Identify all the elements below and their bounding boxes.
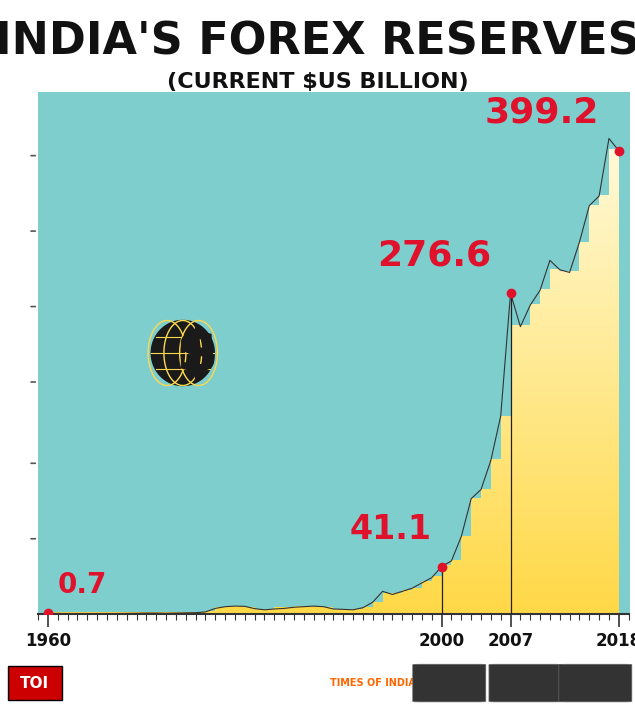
FancyBboxPatch shape [413,664,486,702]
Text: App Store: App Store [434,681,464,686]
Text: INDIA'S FOREX RESERVES: INDIA'S FOREX RESERVES [0,20,635,64]
Text: $: $ [176,325,218,384]
FancyBboxPatch shape [559,664,632,702]
Text: (CURRENT $US BILLION): (CURRENT $US BILLION) [166,71,469,92]
FancyBboxPatch shape [8,666,62,700]
FancyBboxPatch shape [489,664,562,702]
Text: FOR MORE  INFOGRAPHICS DOWNLOAD: FOR MORE INFOGRAPHICS DOWNLOAD [83,678,301,688]
Text: Google play: Google play [506,681,544,686]
Text: 399.2: 399.2 [485,96,599,130]
Polygon shape [151,321,214,385]
Text: Windows
Phone: Windows Phone [581,678,609,688]
Text: 0.7: 0.7 [58,571,107,599]
Text: TIMES OF INDIA APP: TIMES OF INDIA APP [330,678,441,688]
Text: 276.6: 276.6 [377,238,491,273]
Text: 41.1: 41.1 [350,513,432,546]
Text: TOI: TOI [20,676,49,690]
